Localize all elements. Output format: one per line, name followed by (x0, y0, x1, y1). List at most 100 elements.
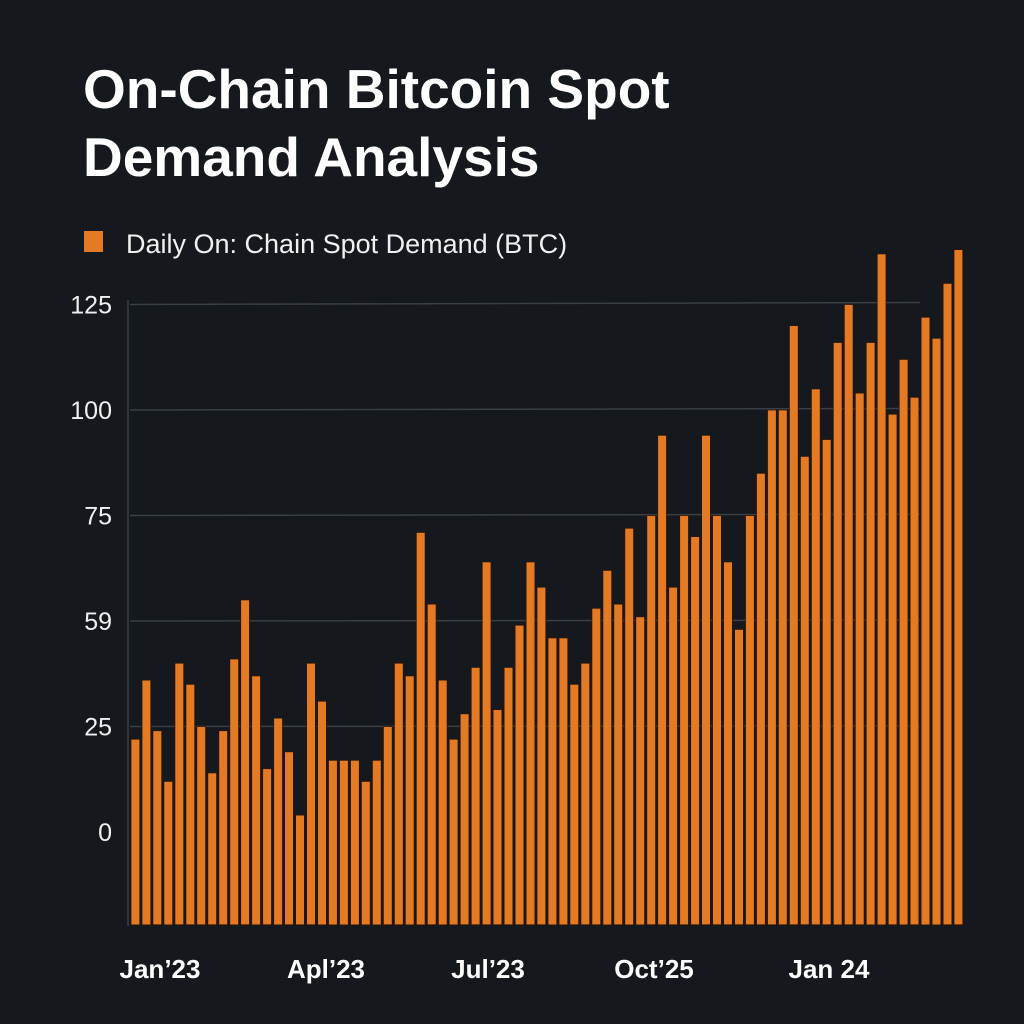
bar (317, 700, 327, 926)
bar (580, 662, 591, 926)
bar (459, 713, 470, 926)
bar (690, 536, 700, 926)
x-tick-label: Jul’23 (451, 954, 525, 984)
bar (789, 325, 799, 926)
gridline (129, 407, 921, 411)
bar (657, 434, 667, 926)
x-tick-label: Jan’23 (120, 954, 201, 984)
bar (360, 781, 371, 926)
bar (646, 515, 656, 926)
bar (306, 662, 316, 926)
bar (492, 709, 503, 926)
bar (130, 738, 141, 926)
bar (876, 253, 887, 926)
bar (909, 396, 920, 926)
bar (613, 603, 623, 926)
x-axis-ticks: Jan’23 Apl’23 Jul’23 Oct’25 Jan 24 (120, 954, 870, 984)
bar (778, 409, 788, 926)
bar (218, 730, 229, 926)
bar (723, 561, 733, 926)
bar (547, 637, 558, 926)
bar (470, 667, 481, 926)
bar (602, 570, 613, 926)
bar (865, 342, 876, 926)
bar (350, 759, 360, 926)
bar (371, 759, 382, 926)
bar (745, 515, 755, 926)
y-tick-label: 100 (70, 397, 112, 425)
bar (668, 586, 678, 926)
bar (569, 683, 580, 926)
bar (207, 772, 218, 926)
bar (514, 624, 525, 926)
bar (712, 515, 722, 926)
bar (174, 662, 185, 926)
bar (393, 662, 404, 926)
x-tick-label: Apl’23 (287, 954, 365, 984)
gridline (129, 513, 921, 517)
bar (942, 282, 953, 926)
bar (141, 679, 152, 926)
bar (295, 814, 305, 926)
bar (953, 249, 964, 926)
bar (273, 717, 283, 926)
chart-title-line-1: On-Chain Bitcoin Spot (83, 58, 670, 120)
bar (503, 667, 514, 926)
bar (251, 675, 261, 926)
bar (591, 607, 602, 926)
bar (382, 726, 393, 926)
bar (920, 316, 931, 926)
y-tick-label: 25 (84, 714, 112, 742)
bar (887, 413, 898, 926)
bar (525, 561, 536, 926)
chart-title-line-2: Demand Analysis (83, 126, 539, 188)
bar (843, 304, 854, 926)
x-tick-label: Oct’25 (614, 954, 694, 984)
bar (339, 759, 349, 926)
bar (415, 532, 426, 926)
bar (821, 439, 832, 926)
gridlines (129, 301, 921, 728)
bars (130, 249, 964, 926)
bar (854, 392, 865, 926)
bar (328, 759, 338, 926)
bar (701, 434, 711, 926)
bar (898, 358, 909, 926)
bar (240, 599, 250, 926)
y-tick-label: 75 (84, 503, 112, 531)
bar (734, 629, 744, 926)
bar (635, 616, 645, 926)
bar (196, 726, 207, 926)
bar (624, 527, 634, 926)
bar (931, 337, 942, 926)
bar (262, 768, 272, 926)
x-tick-label: Jan 24 (789, 954, 870, 984)
bar (426, 603, 437, 926)
bar (404, 675, 415, 926)
bar (832, 342, 843, 926)
bar (679, 515, 689, 926)
bar (437, 679, 448, 926)
bar (536, 586, 547, 926)
gridline (129, 301, 921, 306)
bar (152, 730, 163, 926)
bar (284, 751, 294, 926)
y-tick-label: 125 (70, 292, 112, 320)
legend-label: Daily On: Chain Spot Demand (BTC) (126, 229, 567, 259)
bar (811, 388, 821, 926)
bar (756, 472, 766, 926)
y-axis-ticks: 0 25 59 75 100 125 (70, 292, 112, 848)
bar (163, 781, 174, 926)
bar (800, 455, 810, 926)
bar (185, 683, 196, 926)
bar (448, 738, 459, 926)
bar (481, 561, 492, 926)
y-tick-label: 0 (98, 819, 112, 847)
legend: Daily On: Chain Spot Demand (BTC) (84, 229, 567, 259)
bar (229, 658, 240, 926)
gridline (129, 619, 921, 622)
y-tick-label: 59 (84, 608, 112, 636)
bar (558, 637, 569, 926)
legend-swatch (84, 231, 103, 252)
